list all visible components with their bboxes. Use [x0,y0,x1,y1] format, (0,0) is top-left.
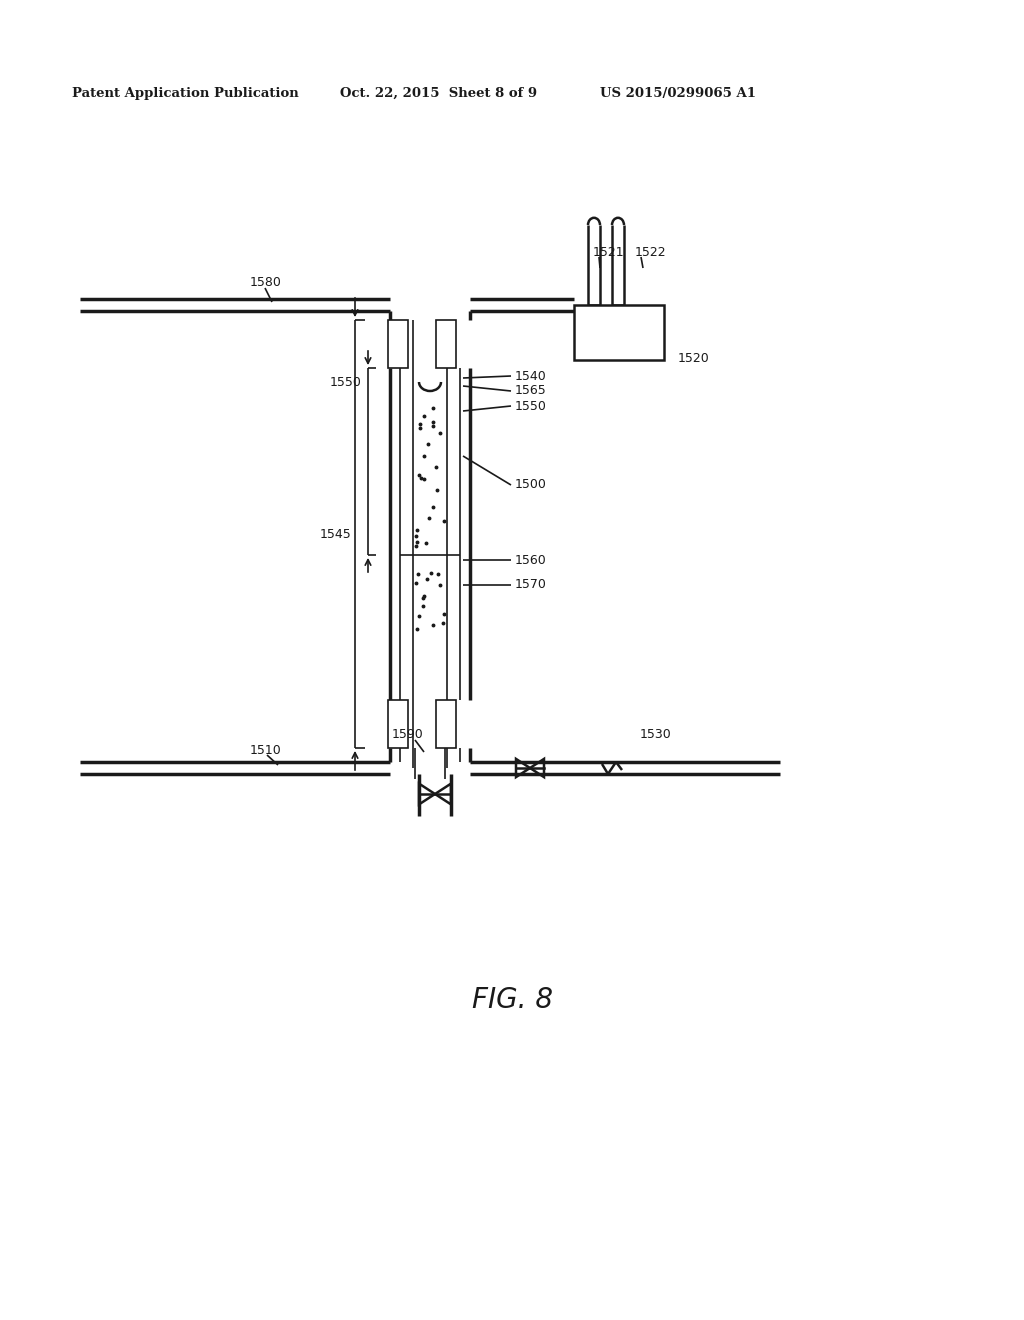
Text: 1545: 1545 [319,528,352,540]
Text: 1500: 1500 [515,479,547,491]
Text: 1550: 1550 [330,376,361,389]
Text: Oct. 22, 2015  Sheet 8 of 9: Oct. 22, 2015 Sheet 8 of 9 [340,87,538,99]
Text: 1530: 1530 [640,729,672,742]
Text: Patent Application Publication: Patent Application Publication [72,87,299,99]
Text: 1560: 1560 [515,553,547,566]
Text: 1550: 1550 [515,400,547,412]
Bar [388,700,408,748]
Text: 1580: 1580 [250,276,282,289]
Bar [574,305,664,360]
Text: 1521: 1521 [593,246,625,259]
Text: 1590: 1590 [392,729,424,742]
Bar [388,319,408,368]
Text: 1520: 1520 [678,351,710,364]
Bar [436,700,456,748]
Text: US 2015/0299065 A1: US 2015/0299065 A1 [600,87,756,99]
Text: 1570: 1570 [515,578,547,591]
Text: 1510: 1510 [250,743,282,756]
Bar [436,319,456,368]
Text: 1540: 1540 [515,370,547,383]
Text: FIG. 8: FIG. 8 [471,986,553,1014]
Text: 1565: 1565 [515,384,547,397]
Text: 1522: 1522 [635,246,667,259]
